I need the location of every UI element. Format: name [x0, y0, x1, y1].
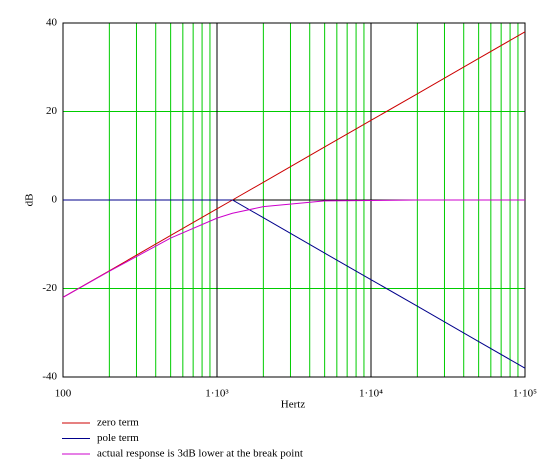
y-tick-label: -20 — [42, 282, 57, 294]
y-tick-label: 0 — [52, 194, 58, 206]
x-tick-label: 100 — [55, 388, 72, 400]
legend-label: zero term — [97, 417, 139, 429]
legend-label: pole term — [97, 432, 139, 444]
x-axis-label: Hertz — [281, 399, 306, 411]
x-tick-label: 1·10³ — [205, 388, 229, 400]
y-tick-label: 40 — [46, 17, 58, 29]
series-line — [62, 31, 526, 298]
x-tick-label: 1·10⁴ — [359, 388, 383, 400]
y-tick-label: -40 — [42, 371, 57, 383]
y-tick-label: 20 — [46, 105, 58, 117]
y-axis-label: dB — [24, 194, 36, 207]
series-line — [63, 199, 526, 369]
x-tick-label: 1·10⁵ — [513, 388, 537, 400]
series-line — [62, 199, 525, 298]
legend-label: actual response is 3dB lower at the brea… — [97, 448, 303, 460]
